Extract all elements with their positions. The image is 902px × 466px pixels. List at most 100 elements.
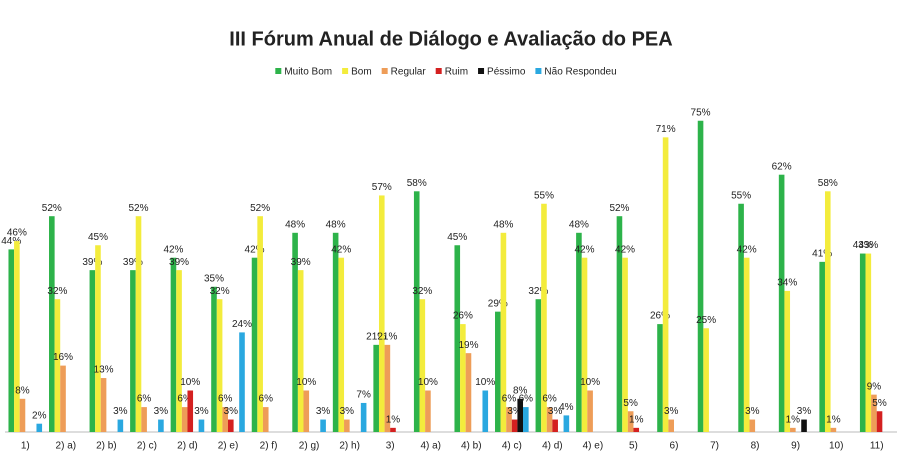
bar — [535, 299, 542, 432]
data-label: 10% — [475, 377, 495, 388]
data-label: 55% — [534, 190, 554, 201]
data-label: 52% — [609, 203, 629, 214]
x-tick-label: 6) — [670, 441, 679, 452]
data-label: 32% — [528, 286, 548, 297]
bar — [373, 344, 379, 432]
data-label: 2% — [32, 410, 47, 421]
bar — [60, 365, 66, 432]
bar — [541, 203, 547, 432]
data-label: 3% — [154, 406, 169, 417]
bar — [454, 245, 461, 432]
data-label: 3% — [340, 406, 355, 417]
bar — [257, 216, 263, 432]
data-label: 3% — [316, 406, 331, 417]
bar — [738, 203, 744, 432]
data-label: 6% — [177, 394, 192, 405]
data-label: 45% — [447, 232, 467, 243]
bar — [697, 120, 704, 432]
data-label: 26% — [650, 311, 670, 322]
data-label: 7% — [356, 390, 371, 401]
bar — [130, 270, 136, 432]
bar — [506, 407, 512, 432]
data-label: 32% — [412, 286, 432, 297]
bar — [117, 419, 124, 432]
data-label: 35% — [204, 273, 224, 284]
data-label: 26% — [453, 311, 473, 322]
data-label: 3% — [745, 406, 760, 417]
bar — [460, 324, 466, 432]
data-label: 1% — [629, 414, 644, 425]
bar — [89, 270, 96, 432]
data-label: 45% — [88, 232, 108, 243]
bar — [344, 419, 350, 432]
bar — [801, 419, 807, 432]
data-label: 55% — [731, 190, 751, 201]
data-label: 1% — [826, 414, 841, 425]
bar — [320, 419, 326, 432]
legend-label: Péssimo — [487, 67, 526, 78]
x-tick-label: 10) — [829, 441, 843, 452]
bar — [251, 257, 258, 432]
bar — [216, 299, 223, 432]
x-tick-label: 5) — [629, 441, 638, 452]
x-tick-label: 2) f) — [260, 441, 278, 452]
legend-swatch — [535, 68, 542, 74]
data-label: 3% — [113, 406, 128, 417]
x-tick-label: 4) c) — [502, 441, 522, 452]
data-label: 58% — [818, 178, 838, 189]
data-label: 34% — [777, 278, 797, 289]
data-label: 21% — [366, 331, 386, 342]
bar — [511, 419, 518, 432]
x-tick-label: 11) — [870, 441, 884, 452]
data-label: 58% — [407, 178, 427, 189]
bar — [419, 299, 426, 432]
bar — [495, 311, 501, 432]
bar — [19, 398, 26, 432]
chart-title: III Fórum Anual de Diálogo e Avaliação d… — [229, 28, 672, 50]
data-label: 10% — [296, 377, 316, 388]
legend-label: Não Respondeu — [544, 67, 616, 78]
bar — [482, 390, 489, 432]
data-label: 48% — [569, 219, 589, 230]
bar — [859, 253, 866, 432]
data-label: 48% — [493, 219, 513, 230]
bar — [865, 253, 872, 432]
bar — [262, 407, 269, 432]
data-label: 24% — [232, 319, 252, 330]
bar — [95, 245, 101, 432]
data-label: 48% — [285, 219, 305, 230]
bar — [622, 257, 628, 432]
bar — [830, 427, 837, 432]
data-label: 32% — [47, 286, 67, 297]
data-label: 16% — [53, 352, 73, 363]
bar — [239, 332, 245, 432]
bar — [563, 415, 570, 432]
bar — [36, 423, 43, 432]
data-label: 52% — [129, 203, 149, 214]
legend-swatch — [435, 68, 442, 74]
data-label: 32% — [210, 286, 230, 297]
data-label: 42% — [575, 244, 595, 255]
bar — [778, 174, 785, 432]
bar — [633, 427, 640, 432]
data-label: 3% — [797, 406, 812, 417]
data-label: 43% — [858, 240, 878, 251]
data-label: 52% — [42, 203, 62, 214]
bar — [546, 407, 553, 432]
bar — [500, 232, 507, 432]
bar — [390, 427, 396, 432]
data-label: 42% — [737, 244, 757, 255]
bar — [819, 261, 825, 432]
data-label: 10% — [180, 377, 200, 388]
data-label: 6% — [519, 394, 534, 405]
bar — [54, 299, 61, 432]
legend-swatch — [478, 68, 485, 74]
x-tick-label: 2) d) — [177, 441, 198, 452]
data-label: 13% — [94, 365, 114, 376]
data-label: 43% — [853, 240, 873, 251]
bar — [303, 390, 310, 432]
bar — [8, 249, 15, 432]
bar — [749, 419, 756, 432]
data-label: 3% — [507, 406, 522, 417]
data-label: 42% — [163, 244, 183, 255]
